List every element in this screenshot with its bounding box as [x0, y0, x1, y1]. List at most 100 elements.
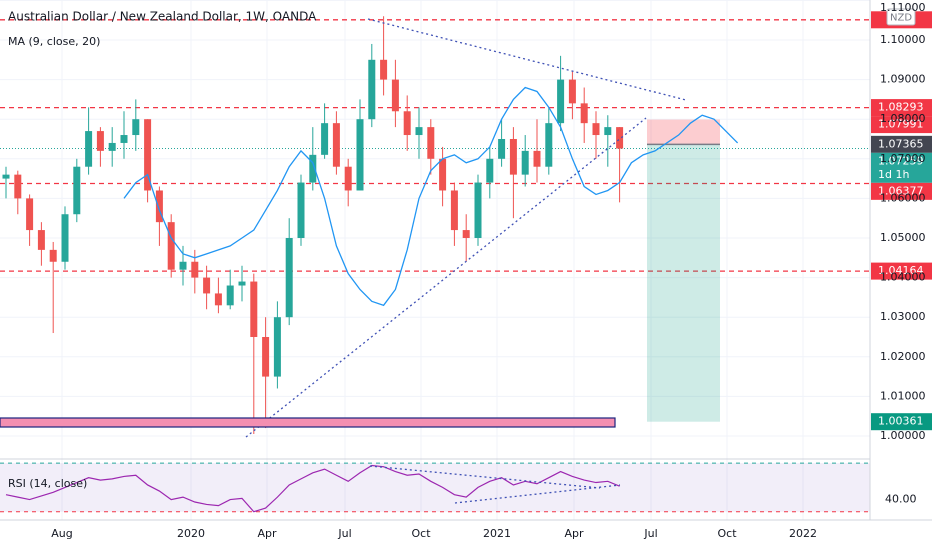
candle-body: [391, 79, 399, 112]
y-tick-label: 1.07000: [880, 152, 926, 165]
candle-body: [462, 230, 470, 238]
price-tag: [871, 135, 932, 153]
candle-body: [450, 190, 458, 231]
y-tick-label: 1.06000: [880, 191, 926, 204]
candle-body: [191, 261, 199, 278]
x-tick-label: 2022: [789, 527, 817, 540]
candle-body: [498, 138, 506, 159]
candle-body: [179, 261, 187, 270]
x-tick-label: Oct: [411, 527, 431, 540]
candle-body: [108, 142, 116, 151]
candle-body: [568, 79, 576, 104]
y-tick-label: 1.11000: [880, 1, 926, 14]
chart-title: Australian Dollar / New Zealand Dollar, …: [8, 10, 317, 24]
candle-body: [321, 123, 329, 155]
rsi-band-fill: [0, 463, 870, 512]
y-tick-label: 1.01000: [880, 389, 926, 402]
candle-body: [85, 131, 93, 167]
y-tick-label: 1.10000: [880, 33, 926, 46]
candle-body: [509, 138, 517, 175]
rsi-line: [5, 464, 620, 513]
candle-body: [557, 79, 565, 124]
x-tick-label: 2020: [177, 527, 205, 540]
candle-body: [580, 103, 588, 124]
candle-body: [273, 317, 281, 377]
candle-body: [474, 182, 482, 238]
x-tick-label: Apr: [257, 527, 277, 540]
candle-body: [380, 59, 388, 80]
candle-body: [132, 119, 140, 136]
candle-body: [344, 166, 352, 191]
candle-body: [96, 131, 104, 151]
stop-zone: [647, 119, 720, 145]
plot-layer: [0, 0, 870, 520]
price-tag: [871, 116, 932, 134]
candle-body: [238, 281, 246, 286]
x-tick-label: Jul: [643, 527, 657, 540]
rsi-trend-line: [369, 465, 601, 489]
price-tag-label: 1.07259: [878, 154, 924, 167]
rsi-legend: RSI (14, close): [8, 477, 87, 490]
price-tag-label: 1.00361: [878, 415, 924, 428]
y-tick-label: 1.02000: [880, 350, 926, 363]
candle-body: [533, 150, 541, 167]
currency-tag: NZD: [890, 13, 912, 24]
price-tag-label: 1.07991: [878, 118, 924, 131]
x-tick-label: Aug: [51, 527, 72, 540]
candle-body: [439, 158, 447, 191]
y-tick-label: 1.05000: [880, 231, 926, 244]
countdown-label: 1d 1h: [878, 168, 909, 181]
zone-box: [0, 417, 616, 428]
price-tag: [871, 182, 932, 200]
candle-body: [616, 127, 624, 149]
price-tag: [871, 152, 932, 183]
y-tick-label: 1.04000: [880, 271, 926, 284]
candle-body: [14, 174, 22, 199]
trend-line: [245, 117, 647, 438]
candle-body: [427, 127, 435, 159]
candle-body: [309, 154, 317, 183]
candle-body: [2, 174, 10, 179]
candle-body: [592, 123, 600, 136]
candle-body: [167, 222, 175, 270]
candle-body: [521, 150, 529, 175]
candle-body: [545, 123, 553, 167]
y-tick-label: 1.00000: [880, 429, 926, 442]
price-tag: [871, 99, 932, 117]
currency-tag-bg: [886, 8, 916, 26]
candle-body: [285, 237, 293, 318]
candle-body: [61, 214, 69, 262]
x-tick-label: Jul: [337, 527, 351, 540]
candle-body: [214, 293, 222, 306]
candle-body: [250, 281, 258, 337]
price-tag-label: 1.08293: [878, 101, 924, 114]
y-tick-label: 1.03000: [880, 310, 926, 323]
candle-body: [73, 166, 81, 215]
rsi-tick-label: 40.00: [885, 493, 917, 506]
y-tick-label: 1.09000: [880, 73, 926, 86]
price-tag: [871, 262, 932, 280]
candle-body: [144, 119, 152, 191]
target-zone: [647, 144, 720, 422]
price-tag-label: 1.06377: [878, 184, 924, 197]
candle-body: [26, 198, 34, 231]
x-tick-label: Oct: [717, 527, 737, 540]
candle-body: [332, 123, 340, 167]
x-tick-label: 2021: [483, 527, 511, 540]
candle-body: [203, 277, 211, 294]
candle-body: [49, 249, 57, 262]
price-tag-label: 1.07365: [878, 137, 924, 150]
candle-body: [155, 190, 163, 223]
candle-body: [37, 230, 45, 250]
ma-line: [123, 86, 739, 307]
y-tick-label: 1.08000: [880, 112, 926, 125]
candle-body: [486, 158, 494, 183]
candle-body: [403, 111, 411, 136]
ma-legend: MA (9, close, 20): [8, 35, 100, 48]
candle-body: [120, 135, 128, 143]
price-tag-label: 1.04164: [878, 264, 924, 277]
candle-body: [226, 285, 234, 306]
